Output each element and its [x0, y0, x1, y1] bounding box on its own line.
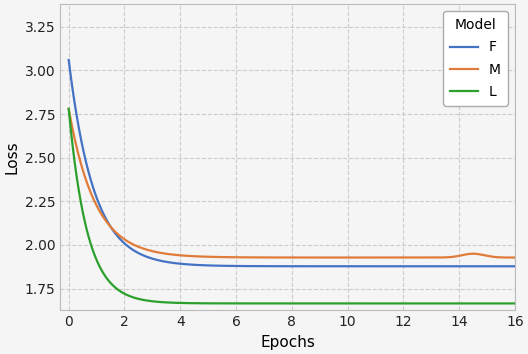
- Line: F: F: [69, 60, 515, 266]
- Line: M: M: [69, 109, 515, 258]
- F: [271, 264, 277, 268]
- L: [417, 301, 423, 306]
- F: [417, 264, 423, 268]
- L: [512, 301, 518, 306]
- F: [65, 58, 72, 62]
- L: [499, 301, 505, 306]
- L: [282, 301, 289, 306]
- M: [65, 107, 72, 111]
- F: [88, 180, 95, 184]
- M: [88, 192, 95, 196]
- L: [65, 107, 72, 111]
- Y-axis label: Loss: Loss: [4, 141, 19, 174]
- M: [499, 255, 505, 259]
- Line: L: L: [69, 109, 515, 303]
- M: [499, 255, 505, 259]
- M: [512, 256, 518, 260]
- F: [499, 264, 505, 268]
- M: [282, 255, 289, 259]
- F: [498, 264, 505, 268]
- L: [88, 244, 95, 249]
- M: [416, 256, 422, 260]
- M: [271, 255, 277, 259]
- X-axis label: Epochs: Epochs: [260, 335, 315, 350]
- L: [498, 301, 505, 306]
- L: [271, 301, 277, 306]
- M: [417, 256, 423, 260]
- F: [512, 264, 518, 268]
- F: [282, 264, 289, 268]
- Legend: F, M, L: F, M, L: [443, 11, 508, 106]
